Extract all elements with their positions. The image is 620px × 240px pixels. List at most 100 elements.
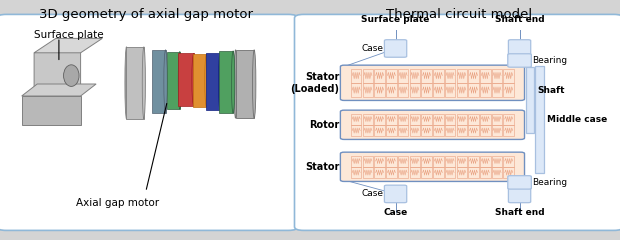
Bar	[363, 69, 373, 83]
Bar	[374, 114, 385, 125]
Bar	[468, 156, 479, 167]
Bar	[236, 50, 254, 118]
Ellipse shape	[205, 54, 208, 107]
Ellipse shape	[192, 53, 196, 106]
Bar	[351, 114, 361, 125]
Ellipse shape	[125, 47, 128, 119]
Bar	[433, 114, 443, 125]
FancyBboxPatch shape	[384, 40, 407, 57]
Text: Bearing: Bearing	[532, 56, 567, 65]
FancyBboxPatch shape	[508, 40, 531, 57]
Polygon shape	[22, 96, 81, 125]
Bar	[206, 53, 220, 110]
Ellipse shape	[231, 51, 235, 113]
Bar	[363, 114, 373, 125]
Text: Surface plate: Surface plate	[361, 15, 430, 24]
Bar	[410, 114, 420, 125]
Bar	[398, 83, 409, 97]
Bar	[535, 66, 544, 173]
Bar	[351, 167, 361, 178]
Text: Stator: Stator	[305, 162, 339, 172]
Bar	[433, 69, 443, 83]
Polygon shape	[34, 43, 81, 101]
Bar	[351, 125, 361, 136]
Polygon shape	[34, 38, 102, 53]
Bar	[374, 167, 385, 178]
Bar	[445, 114, 455, 125]
Text: Surface plate: Surface plate	[34, 30, 104, 40]
Bar	[351, 156, 361, 167]
Bar	[374, 156, 385, 167]
Bar	[468, 114, 479, 125]
Bar	[503, 156, 514, 167]
Text: Shaft end: Shaft end	[495, 15, 544, 24]
Bar	[456, 125, 467, 136]
Text: Case: Case	[362, 44, 384, 53]
Bar	[468, 83, 479, 97]
Bar	[480, 156, 490, 167]
Bar	[456, 156, 467, 167]
Bar	[445, 83, 455, 97]
Text: Rotor: Rotor	[309, 120, 339, 130]
Bar	[503, 125, 514, 136]
Bar	[456, 69, 467, 83]
FancyBboxPatch shape	[340, 110, 525, 139]
Bar	[374, 83, 385, 97]
Ellipse shape	[252, 50, 256, 118]
Bar	[374, 69, 385, 83]
Text: Axial gap motor: Axial gap motor	[76, 198, 159, 208]
Bar	[433, 156, 443, 167]
Bar	[193, 54, 206, 107]
Bar	[386, 69, 397, 83]
Bar	[126, 47, 144, 119]
Bar	[363, 83, 373, 97]
Bar	[410, 156, 420, 167]
Bar	[179, 53, 193, 106]
Bar	[433, 125, 443, 136]
Bar	[468, 125, 479, 136]
FancyBboxPatch shape	[340, 152, 525, 181]
Bar	[492, 114, 502, 125]
Bar	[445, 156, 455, 167]
Bar	[526, 67, 534, 133]
Bar	[445, 125, 455, 136]
Bar	[445, 69, 455, 83]
FancyBboxPatch shape	[0, 14, 298, 230]
Bar	[363, 125, 373, 136]
Bar	[492, 167, 502, 178]
Bar	[503, 114, 514, 125]
Bar	[456, 83, 467, 97]
Bar	[386, 83, 397, 97]
Bar	[219, 51, 233, 113]
FancyBboxPatch shape	[508, 176, 531, 189]
Bar	[456, 167, 467, 178]
Bar	[410, 83, 420, 97]
Bar	[445, 167, 455, 178]
FancyBboxPatch shape	[294, 14, 620, 230]
Text: Middle case: Middle case	[547, 115, 607, 124]
Ellipse shape	[234, 50, 237, 118]
Bar	[422, 69, 432, 83]
Bar	[503, 167, 514, 178]
Bar	[480, 125, 490, 136]
Bar	[422, 83, 432, 97]
Bar	[398, 125, 409, 136]
Bar	[386, 125, 397, 136]
Bar	[468, 167, 479, 178]
Bar	[503, 69, 514, 83]
Ellipse shape	[179, 52, 182, 109]
Ellipse shape	[142, 47, 146, 119]
Bar	[351, 83, 361, 97]
Bar	[492, 69, 502, 83]
Bar	[398, 69, 409, 83]
Bar	[386, 114, 397, 125]
Bar	[492, 125, 502, 136]
Bar	[398, 114, 409, 125]
Bar	[410, 167, 420, 178]
Bar	[422, 156, 432, 167]
Text: Case: Case	[362, 189, 384, 198]
Bar	[422, 167, 432, 178]
Text: Stator
(Loaded): Stator (Loaded)	[290, 72, 339, 94]
Bar	[480, 69, 490, 83]
Bar	[398, 167, 409, 178]
